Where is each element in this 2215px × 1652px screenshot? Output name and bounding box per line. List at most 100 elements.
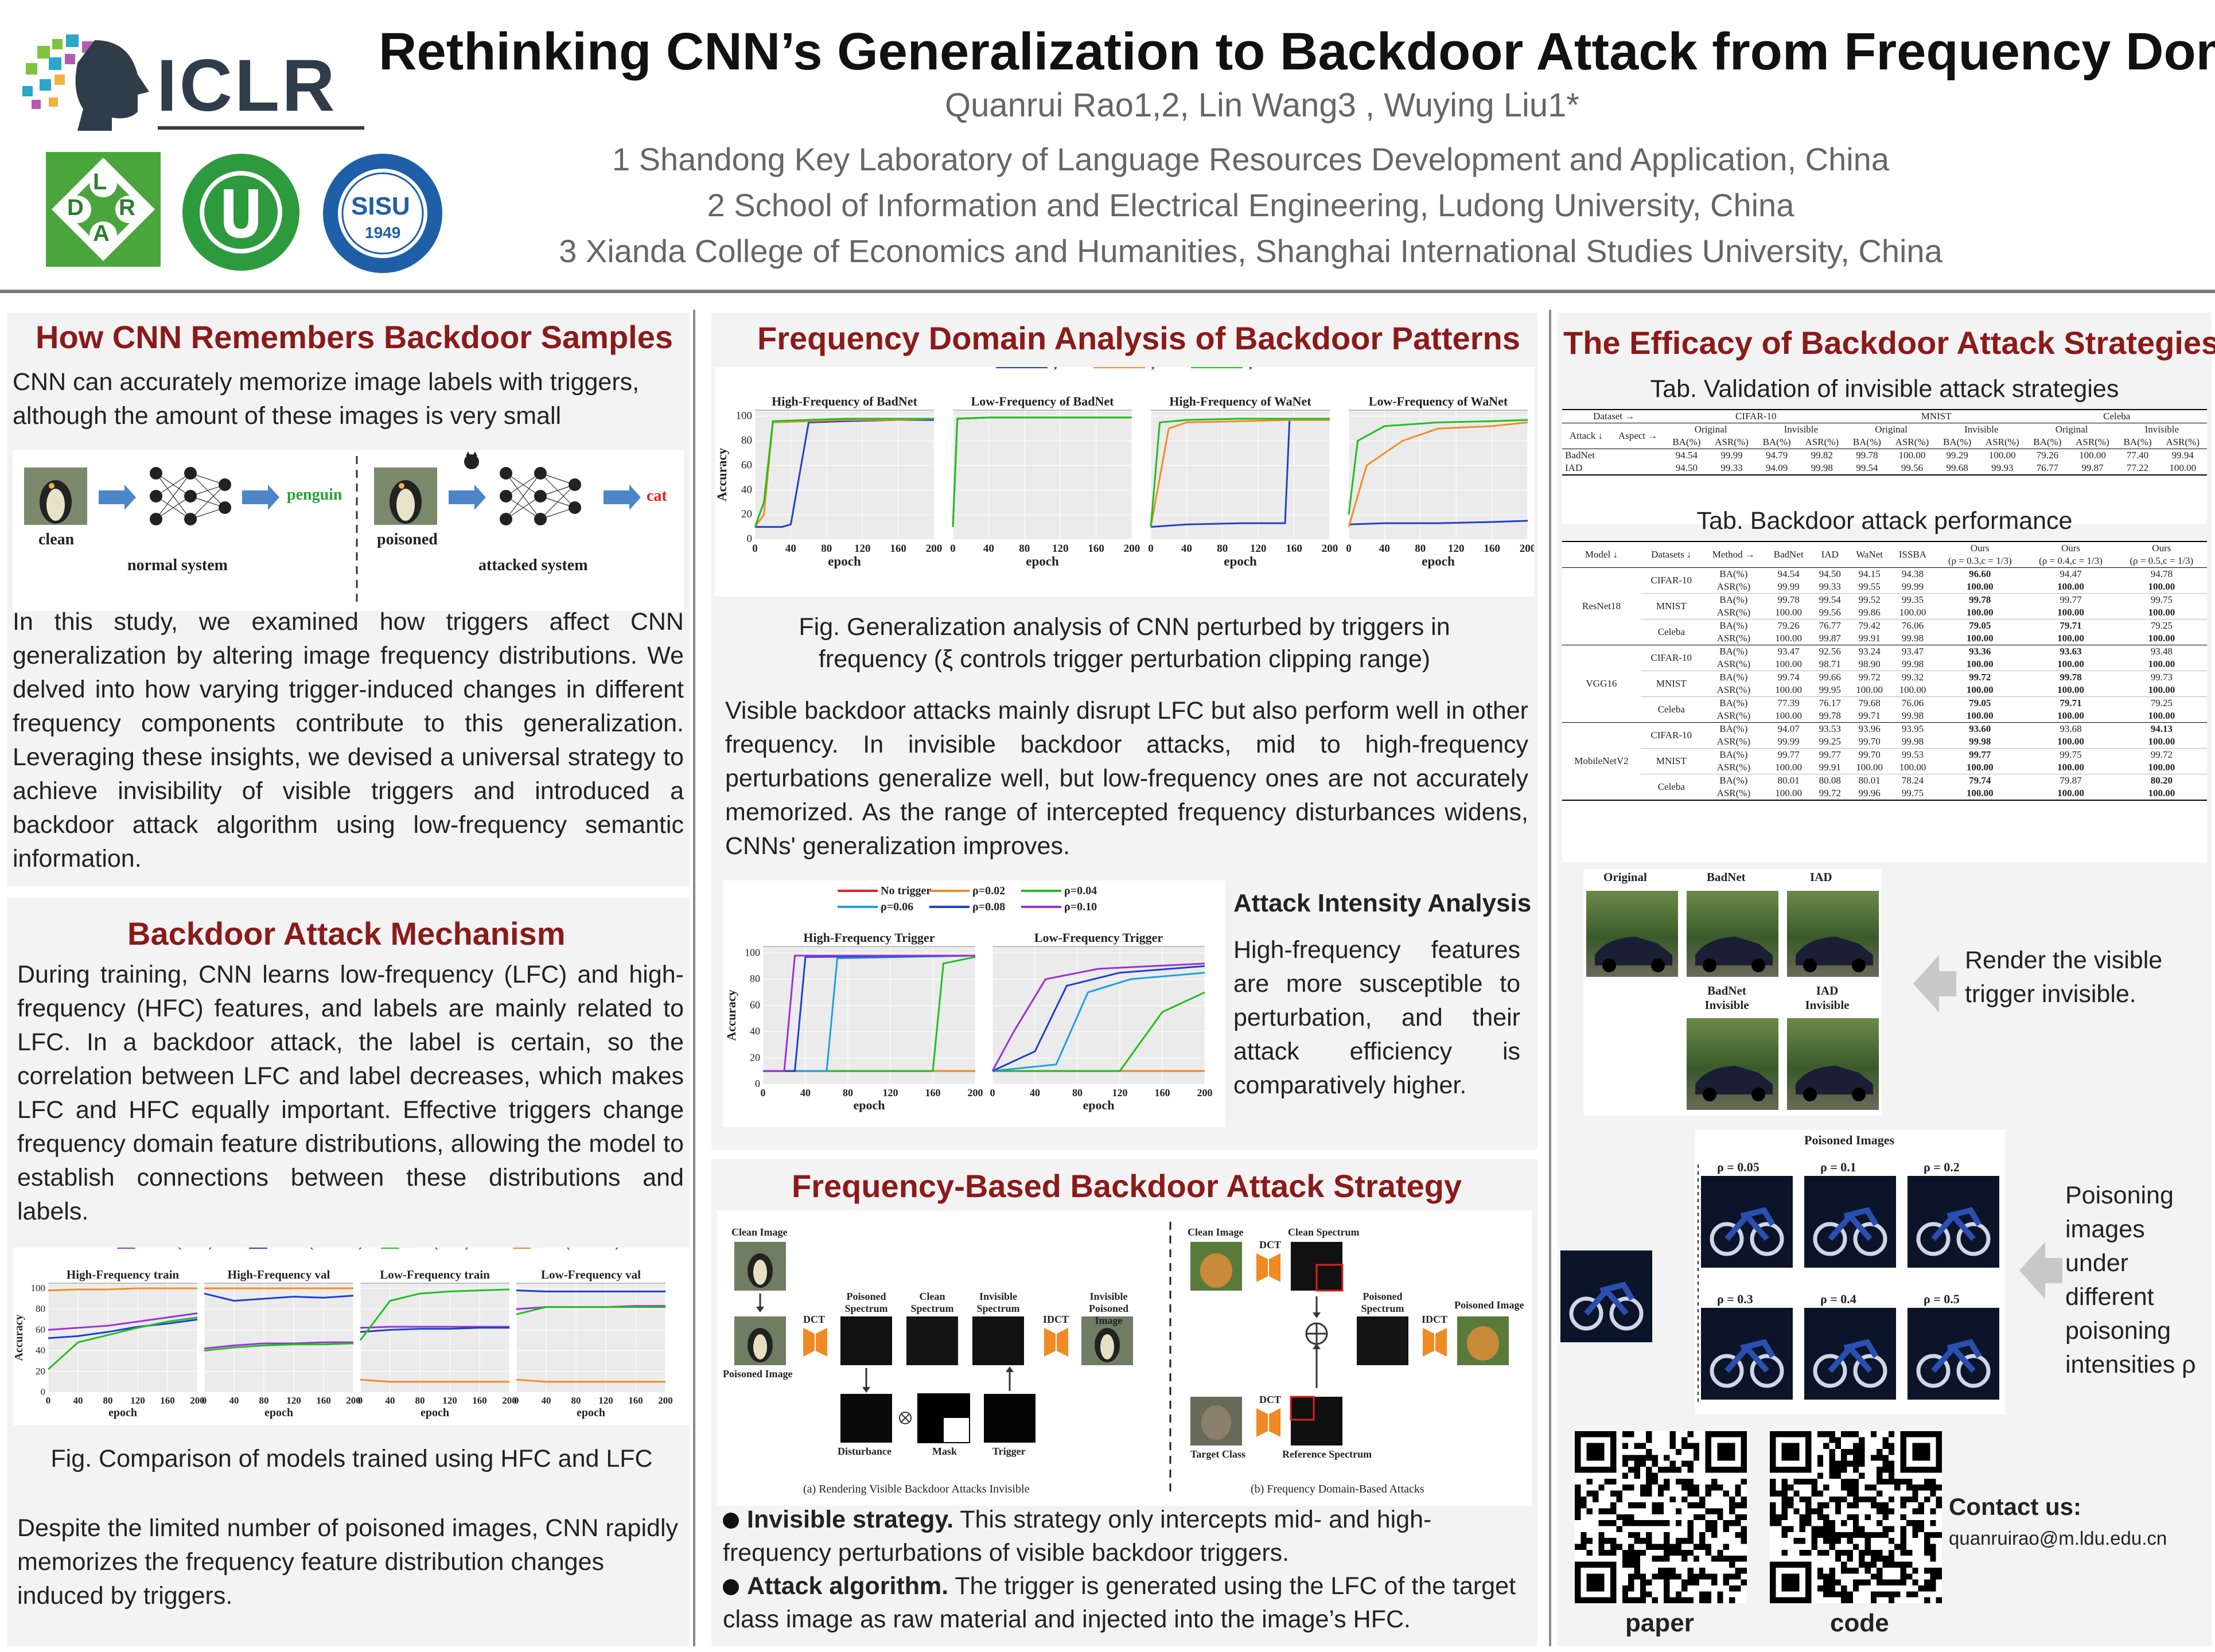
qr-module — [1841, 1561, 1847, 1568]
table-cell: 99.54 — [1856, 462, 1878, 473]
qr-module — [1723, 1556, 1729, 1562]
qr-module — [1634, 1538, 1640, 1544]
header: ICLR L D A R SISU 1949 Rethinki — [0, 0, 2215, 290]
qr-module — [1859, 1437, 1865, 1443]
moto-body — [1724, 1207, 1776, 1241]
table-cell: 99.77 — [1777, 749, 1800, 760]
qr-module — [1616, 1496, 1622, 1503]
label-poisoned-image-b: Poisoned Image — [1454, 1299, 1524, 1311]
moto-wheel — [1916, 1354, 1951, 1388]
moto-image-3 — [1701, 1308, 1793, 1400]
qr-module — [1681, 1579, 1688, 1585]
x-tick-label: 160 — [160, 1395, 175, 1406]
qr-module — [1924, 1567, 1930, 1574]
table-header: BA(%) — [1672, 437, 1701, 447]
qr-module — [1864, 1549, 1871, 1556]
series-line — [952, 416, 1132, 527]
qr-module — [1912, 1508, 1918, 1514]
moto-wheel — [1956, 1222, 1991, 1256]
moto-body — [1931, 1207, 1982, 1241]
moto-wheel — [1813, 1222, 1847, 1256]
invisible-strategy-table: Dataset → CIFAR-10 MNIST Celeba Attack ↓ Aspe… — [1562, 409, 2207, 476]
table-header: BA(%) — [1943, 437, 1972, 447]
qr-module — [1604, 1549, 1611, 1556]
table-cell: 100.00 — [1966, 581, 1994, 592]
qr-module — [1675, 1544, 1682, 1550]
table-header: Ours — [1970, 543, 1990, 554]
qr-module — [1781, 1508, 1788, 1514]
qr-module — [1640, 1520, 1646, 1526]
qr-module — [1723, 1579, 1729, 1585]
qr-module — [1888, 1431, 1895, 1437]
table-row: ASR(%) 100.00 99.56 99.86 100.00 100.00 100.00… — [1562, 606, 2207, 620]
paper-qr-code[interactable] — [1575, 1431, 1747, 1603]
table1-caption: Tab. Validation of invisible attack stra… — [1650, 375, 2119, 403]
qr-module — [1610, 1538, 1617, 1544]
qr-module — [1652, 1460, 1658, 1467]
table-cell: 94.54 — [1675, 450, 1698, 461]
x-axis-label: epoch — [108, 1406, 137, 1419]
qr-module — [1930, 1508, 1936, 1514]
qr-module — [1711, 1532, 1718, 1538]
contact-email[interactable]: quanruirao@m.ldu.edu.cn — [1949, 1528, 2167, 1549]
qr-module — [1936, 1573, 1942, 1580]
qr-module — [1664, 1520, 1670, 1526]
qr-module — [1598, 1549, 1605, 1556]
qr-module — [1575, 1490, 1581, 1497]
code-qr-code[interactable] — [1770, 1431, 1942, 1603]
qr-module — [1640, 1585, 1646, 1592]
bullet-text: The trigger is generated using the LFC o… — [723, 1572, 1516, 1633]
x-axis-label: epoch — [854, 1098, 885, 1112]
qr-module — [1646, 1591, 1652, 1598]
qr-module — [1622, 1585, 1629, 1592]
qr-module — [1870, 1532, 1877, 1538]
qr-module — [1616, 1544, 1622, 1550]
panel-background — [1348, 410, 1528, 540]
qr-module — [1888, 1460, 1895, 1467]
qr-module — [1669, 1460, 1676, 1467]
x-tick-label: 200 — [502, 1395, 517, 1406]
metric-label: ASR(%) — [1716, 788, 1751, 798]
x-tick-label: 120 — [883, 1087, 898, 1098]
section-title: Backdoor Attack Mechanism — [127, 915, 566, 952]
y-tick-label: 100 — [745, 946, 760, 958]
table-cell: 99.55 — [1858, 581, 1881, 592]
qr-module — [1610, 1549, 1617, 1556]
paper-label: paper — [1625, 1609, 1694, 1637]
table-cell: 99.75 — [2060, 749, 2082, 760]
qr-module — [1705, 1520, 1711, 1526]
y-tick-label: 40 — [750, 1026, 760, 1037]
qr-module — [1864, 1567, 1871, 1574]
y-tick-label: 0 — [41, 1386, 46, 1397]
series-line — [47, 1316, 198, 1370]
qr-module — [1829, 1460, 1835, 1467]
qr-module — [1664, 1538, 1670, 1544]
x-axis-label: epoch — [1224, 554, 1257, 568]
table-cell: 94.78 — [2150, 568, 2173, 579]
qr-module — [1652, 1520, 1658, 1526]
label-badnet-invisible: BadNet Invisible — [1704, 984, 1749, 1012]
qr-module — [1770, 1502, 1776, 1509]
qr-module — [1877, 1472, 1883, 1479]
qr-module — [1888, 1526, 1895, 1532]
poisoning-text: Poisoning images under different poisoni… — [2065, 1182, 2196, 1378]
qr-module — [1575, 1485, 1581, 1491]
qr-module — [1847, 1431, 1853, 1437]
qr-module — [1799, 1496, 1806, 1503]
qr-module — [1841, 1597, 1847, 1603]
y-tick-label: 40 — [36, 1345, 45, 1356]
qr-module — [1640, 1455, 1646, 1461]
x-tick-label: 120 — [286, 1395, 301, 1406]
poisoned-images-grid: Poisoned Images ρ = 0.05 ρ = 0.1 ρ = 0.2… — [1695, 1130, 2005, 1414]
qr-module — [1900, 1579, 1906, 1585]
iclr-wordmark: ICLR — [157, 45, 337, 127]
qr-module — [1900, 1478, 1906, 1485]
qr-module — [1610, 1508, 1617, 1514]
ldar-letter-a: A — [93, 221, 110, 246]
section-body: Visible backdoor attacks mainly disrupt … — [725, 697, 1528, 860]
qr-module — [1882, 1460, 1889, 1467]
qr-module — [1877, 1532, 1883, 1538]
qr-module — [1888, 1561, 1895, 1568]
panel-background — [1150, 410, 1330, 540]
qr-module — [1687, 1502, 1694, 1509]
